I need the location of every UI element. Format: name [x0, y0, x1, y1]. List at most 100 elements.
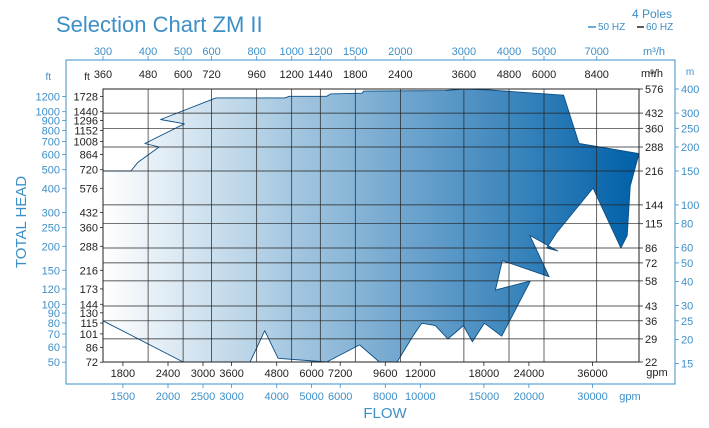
tick-label-bottom-inner: 1800: [111, 368, 135, 380]
tick-label-right-inner: 43: [645, 301, 657, 313]
tick-label-left-inner: 288: [80, 241, 98, 253]
tick-label-right-inner: 36: [645, 316, 657, 328]
tick-label-top-outer: 1000: [279, 46, 303, 58]
tick-label-left-inner: 115: [80, 318, 98, 330]
tick-label-bottom-outer: 15000: [469, 391, 500, 403]
tick-label-right-outer: 400: [681, 84, 699, 96]
tick-label-top-inner: 2400: [388, 69, 412, 81]
tick-label-left-inner: 72: [86, 357, 98, 369]
tick-label-left-outer: 1000: [36, 107, 60, 119]
tick-label-left-outer: 500: [42, 165, 60, 177]
tick-label-left-inner: 144: [80, 299, 98, 311]
tick-label-right-outer: 200: [681, 142, 699, 154]
tick-label-bottom-inner: 4800: [264, 368, 288, 380]
tick-label-left-outer: 900: [42, 116, 60, 128]
tick-label-right-outer: 80: [681, 219, 693, 231]
tick-label-right-inner: 432: [645, 108, 663, 120]
tick-label-left-outer: 800: [42, 125, 60, 137]
tick-label-right-outer: 50: [681, 258, 693, 270]
tick-label-left-inner: 86: [86, 342, 98, 354]
tick-label-right-outer: 60: [681, 243, 693, 255]
axis-ticks: 360 480 600 720 960 1200 1440 1800 2400 3600 4800 6…: [36, 46, 700, 403]
tick-label-bottom-inner: 12000: [405, 368, 436, 380]
tick-label-bottom-outer: 10000: [405, 391, 436, 403]
tick-label-bottom-outer: 2000: [156, 391, 180, 403]
tick-label-top-inner: 4800: [497, 69, 521, 81]
tick-label-bottom-outer: 8000: [373, 391, 397, 403]
unit-right-outer: m: [686, 67, 694, 78]
tick-label-right-inner: 360: [645, 123, 663, 135]
tick-label-right-inner: 144: [645, 200, 663, 212]
tick-label-left-outer: 1200: [36, 92, 60, 104]
tick-label-left-outer: 70: [48, 329, 60, 341]
tick-label-left-inner: 1152: [74, 125, 98, 137]
tick-label-top-outer: 3000: [452, 46, 476, 58]
tick-label-bottom-inner: 3000: [191, 368, 215, 380]
tick-label-right-inner: 58: [645, 276, 657, 288]
tick-label-left-outer: 60: [48, 342, 60, 354]
tick-label-left-inner: 1008: [74, 137, 98, 149]
tick-label-top-outer: 300: [94, 46, 112, 58]
tick-label-right-inner: 216: [645, 166, 663, 178]
unit-top-outer: m³/h: [643, 46, 665, 58]
chart-title: Selection Chart ZM II: [56, 12, 263, 37]
vertical-gridlines: [147, 89, 598, 362]
tick-label-top-inner: 360: [94, 69, 112, 81]
tick-label-right-inner: 576: [645, 84, 663, 96]
tick-label-left-inner: 101: [80, 329, 98, 341]
legend-label-60hz: 60 HZ: [646, 22, 673, 33]
tick-label-bottom-inner: 18000: [469, 368, 500, 380]
tick-label-left-outer: 300: [42, 207, 60, 219]
tick-label-bottom-inner: 2400: [156, 368, 180, 380]
tick-label-right-outer: 300: [681, 108, 699, 120]
tick-label-left-outer: 100: [42, 299, 60, 311]
tick-label-top-outer: 2000: [388, 46, 412, 58]
tick-label-bottom-outer: 1500: [111, 391, 135, 403]
tick-label-right-outer: 15: [681, 359, 693, 371]
outer-axis-frame: [65, 59, 676, 385]
unit-right-inner: m: [648, 69, 656, 80]
tick-label-top-outer: 7000: [584, 46, 608, 58]
tick-label-right-outer: 20: [681, 335, 693, 347]
legend-label-50hz: 50 HZ: [598, 22, 625, 33]
tick-label-left-inner: 432: [80, 207, 98, 219]
tick-label-top-inner: 3600: [452, 69, 476, 81]
tick-label-bottom-inner: 9600: [373, 368, 397, 380]
tick-label-left-inner: 864: [80, 149, 98, 161]
tick-label-bottom-outer: 4000: [264, 391, 288, 403]
tick-label-left-inner: 216: [80, 265, 98, 277]
tick-label-top-inner: 6000: [532, 69, 556, 81]
tick-label-left-outer: 600: [42, 149, 60, 161]
tick-label-left-outer: 150: [42, 265, 60, 277]
horizontal-gridlines: [103, 112, 639, 340]
tick-label-left-outer: 700: [42, 137, 60, 149]
unit-bottom-outer: gpm: [619, 391, 640, 403]
tick-label-bottom-inner: 3600: [219, 368, 243, 380]
tick-label-right-outer: 250: [681, 123, 699, 135]
tick-label-top-inner: 1200: [279, 69, 303, 81]
tick-label-left-inner: 130: [80, 308, 98, 320]
tick-label-left-outer: 400: [42, 183, 60, 195]
tick-label-left-outer: 120: [42, 284, 60, 296]
unit-bottom-inner: gpm: [646, 367, 667, 379]
tick-label-top-outer: 5000: [532, 46, 556, 58]
tick-label-top-inner: 960: [248, 69, 266, 81]
tick-label-right-inner: 29: [645, 334, 657, 346]
tick-label-bottom-outer: 6000: [328, 391, 352, 403]
tick-label-right-outer: 25: [681, 316, 693, 328]
tick-label-right-inner: 288: [645, 142, 663, 154]
tick-label-top-inner: 1440: [308, 69, 332, 81]
tick-label-top-outer: 500: [174, 46, 192, 58]
inner-plot-frame: [102, 88, 640, 363]
tick-label-left-inner: 360: [80, 223, 98, 235]
tick-label-right-outer: 30: [681, 301, 693, 313]
unit-left-outer: ft: [45, 72, 51, 83]
tick-label-bottom-inner: 7200: [328, 368, 352, 380]
tick-label-right-inner: 86: [645, 243, 657, 255]
tick-label-top-outer: 800: [248, 46, 266, 58]
unit-left-inner: ft: [84, 72, 90, 83]
tick-label-right-inner: 115: [645, 219, 663, 231]
tick-label-left-inner: 173: [80, 284, 98, 296]
tick-label-right-outer: 40: [681, 277, 693, 289]
tick-label-left-outer: 80: [48, 318, 60, 330]
